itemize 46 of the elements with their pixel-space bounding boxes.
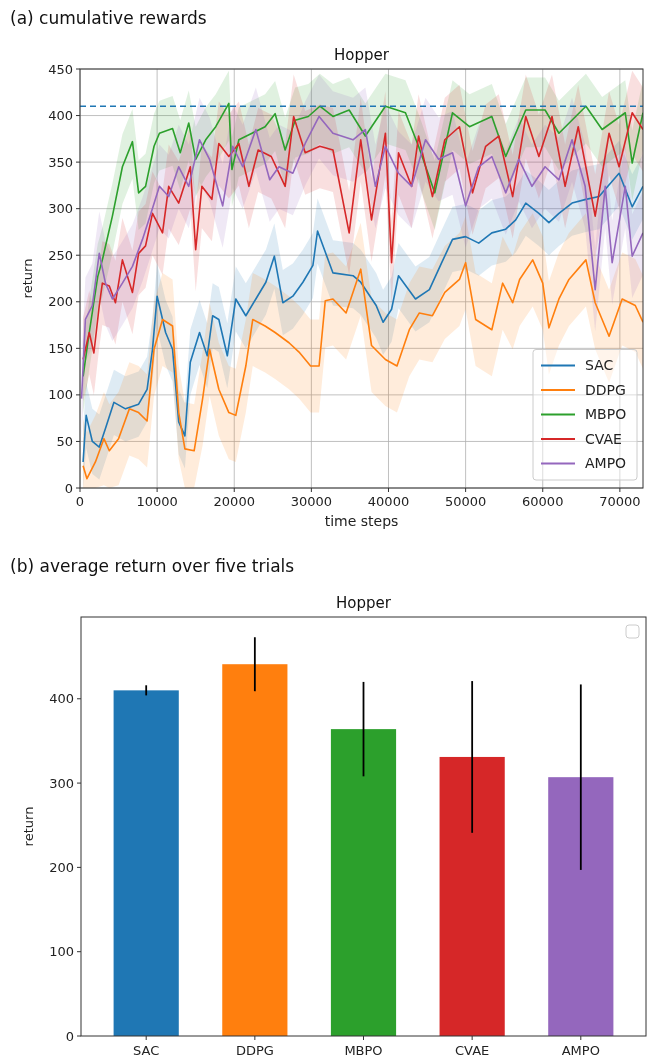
legend-label: MBPO	[585, 406, 627, 423]
chart-subtitle: Hopper	[336, 594, 392, 612]
x-tick-label: DDPG	[235, 1043, 274, 1058]
y-tick-label: 400	[48, 108, 73, 124]
bar	[113, 690, 179, 1036]
x-tick-label: 70000	[599, 494, 641, 509]
x-tick-label: SAC	[133, 1043, 160, 1058]
x-tick-label: MBPO	[344, 1043, 383, 1058]
x-tick-label: 30000	[290, 494, 333, 509]
x-tick-label: 20000	[213, 494, 255, 509]
y-tick-label: 350	[48, 154, 73, 170]
x-tick-label: CVAE	[455, 1043, 490, 1058]
y-tick-label: 50	[56, 433, 73, 449]
legend-label: DDPG	[585, 381, 626, 398]
x-tick-label: 10000	[136, 494, 178, 509]
line-series	[82, 259, 643, 480]
x-tick-label: AMPO	[561, 1043, 600, 1058]
bar	[439, 756, 505, 1036]
bar	[330, 729, 397, 1036]
x-tick-label: 40000	[367, 494, 410, 509]
y-tick-label: 300	[49, 775, 74, 791]
y-tick-label: 450	[48, 61, 73, 77]
x-tick-label: 50000	[444, 494, 487, 509]
y-axis-title: return	[20, 258, 35, 299]
chart-title: (a) cumulative rewards	[10, 8, 207, 28]
legend-label: CVAE	[585, 430, 622, 447]
x-axis-title: time steps	[324, 513, 399, 529]
y-tick-label: 300	[48, 201, 73, 217]
chart-subtitle: Hopper	[334, 46, 390, 64]
legend-label: SAC	[585, 357, 614, 374]
y-tick-label: 200	[49, 859, 74, 875]
y-tick-label: 250	[48, 247, 73, 263]
y-axis-title: return	[21, 806, 36, 847]
x-tick-label: 60000	[522, 494, 564, 509]
y-tick-label: 100	[49, 944, 74, 960]
x-tick-label: 0	[75, 494, 85, 509]
y-tick-label: 200	[48, 294, 73, 310]
y-tick-label: 400	[49, 691, 74, 707]
y-tick-label: 100	[48, 387, 73, 403]
legend-label: AMPO	[585, 455, 627, 472]
bar	[548, 777, 614, 1036]
y-tick-label: 0	[64, 480, 73, 496]
y-tick-label: 0	[65, 1028, 74, 1044]
chart-title: (b) average return over five trials	[10, 556, 295, 576]
y-tick-label: 150	[48, 340, 73, 356]
bar	[222, 664, 288, 1036]
